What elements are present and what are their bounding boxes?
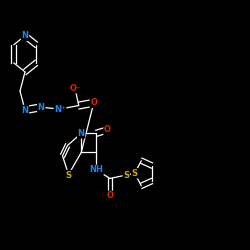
Text: S: S [66, 170, 72, 179]
Text: O: O [104, 125, 111, 134]
Text: N: N [22, 31, 29, 40]
Text: S: S [132, 169, 138, 178]
Text: O: O [90, 98, 97, 107]
Text: O⁻: O⁻ [69, 84, 81, 93]
Text: N: N [22, 106, 29, 114]
Text: S: S [123, 170, 129, 179]
Text: NH: NH [89, 165, 103, 174]
Text: O: O [106, 191, 114, 200]
Text: N: N [38, 103, 45, 112]
Text: N: N [78, 129, 85, 138]
Text: N⁺: N⁺ [54, 104, 66, 114]
